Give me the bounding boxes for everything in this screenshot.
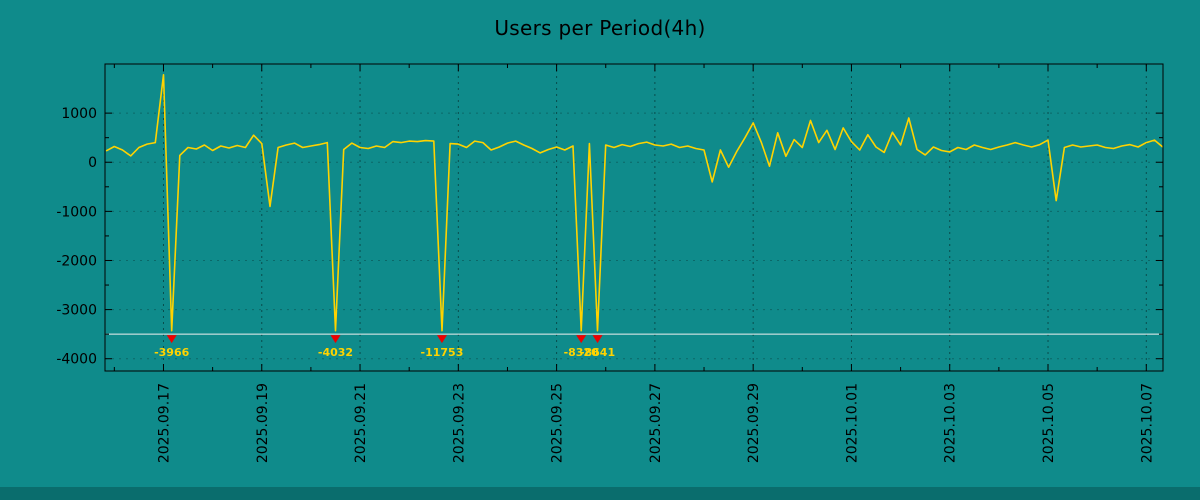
chart-title: Users per Period(4h) [494,16,706,40]
alert-label: -3966 [154,346,190,359]
x-tick-label: 2025.09.27 [648,383,664,463]
x-tick-label: 2025.09.21 [353,383,369,463]
alert-marker [592,335,603,344]
y-tick-label: -3000 [56,303,97,319]
alert-label: -8641 [580,346,615,359]
x-tick-label: 2025.09.19 [255,383,271,463]
alert-marker [166,335,177,344]
x-tick-label: 2025.10.03 [943,383,959,463]
alert-label: -11753 [421,346,464,359]
x-tick-label: 2025.10.05 [1041,383,1057,463]
alert-marker [330,335,341,344]
x-tick-label: 2025.09.23 [451,383,467,463]
x-tick-label: 2025.09.29 [746,383,762,463]
x-tick-label: 2025.09.25 [550,383,566,463]
alert-marker [576,335,587,344]
y-tick-label: 1000 [61,106,97,122]
y-tick-label: -1000 [56,204,97,220]
alert-label: -4032 [318,346,353,359]
y-tick-label: 0 [88,155,97,171]
y-tick-label: -2000 [56,253,97,269]
data-line [105,74,1164,332]
alert-label: -8320 [564,346,600,359]
bottom-bar [0,487,1200,500]
x-tick-label: 2025.10.01 [844,383,860,463]
x-tick-label: 2025.09.17 [156,383,172,463]
plot-border [104,63,1164,372]
x-tick-label: 2025.10.07 [1139,383,1155,463]
y-tick-label: -4000 [56,352,97,368]
alert-marker [436,335,447,344]
